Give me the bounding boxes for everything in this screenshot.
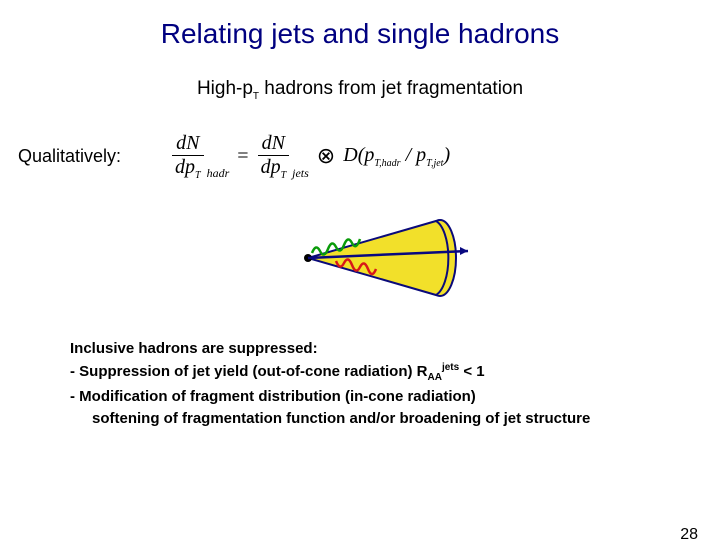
page-number: 28 <box>680 526 698 544</box>
D: D <box>343 144 357 166</box>
p1: p <box>364 144 374 166</box>
bullet-1: - Suppression of jet yield (out-of-cone … <box>70 361 690 385</box>
equals: = <box>237 145 248 168</box>
frac-hadr-den-T: T <box>195 170 201 181</box>
frac-hadr-num: dN <box>172 132 203 156</box>
d-func: D(pT,hadr / pT,jet) <box>343 144 450 169</box>
b1-sub: AA <box>428 372 442 383</box>
frac-jets-den-dp: dp <box>261 156 281 178</box>
subtitle-pre: High-p <box>197 78 253 99</box>
frac-jets: dN dpT jets <box>257 132 309 181</box>
slide-title: Relating jets and single hadrons <box>0 18 720 50</box>
b1-pre: - Suppression of jet yield (out-of-cone … <box>70 363 428 380</box>
frac-hadr-sub: hadr <box>207 166 230 181</box>
frac-hadr: dN dpT hadr <box>171 132 229 181</box>
bullet-2b: softening of fragmentation function and/… <box>70 409 690 429</box>
formula: dN dpT hadr = dN dpT jets ⊗ D(pT,hadr / … <box>171 132 450 181</box>
slide-subtitle: High-pT hadrons from jet fragmentation <box>0 78 720 102</box>
bullets-lead: Inclusive hadrons are suppressed: <box>70 339 690 359</box>
frac-hadr-den-dp: dp <box>175 156 195 178</box>
rparen: ) <box>443 144 450 166</box>
b2: - Modification of fragment distribution … <box>70 388 476 405</box>
p2: p <box>416 144 426 166</box>
bullets-block: Inclusive hadrons are suppressed: - Supp… <box>0 339 720 429</box>
Thadr: T,hadr <box>374 158 400 169</box>
Tjet: T,jet <box>426 158 443 169</box>
bullet-2: - Modification of fragment distribution … <box>70 387 690 407</box>
otimes: ⊗ <box>317 143 335 169</box>
qualitative-row: Qualitatively: dN dpT hadr = dN dpT jets… <box>0 132 720 181</box>
b2b: softening of fragmentation function and/… <box>92 410 590 427</box>
frac-jets-num: dN <box>258 132 289 156</box>
b1-sup: jets <box>442 362 459 373</box>
slash: / <box>401 144 417 166</box>
jet-cone-diagram <box>240 203 480 313</box>
qualitatively-label: Qualitatively: <box>18 146 121 167</box>
subtitle-post: hadrons from jet fragmentation <box>259 78 523 99</box>
b1-post: < 1 <box>459 363 484 380</box>
frac-jets-den-T: T <box>281 170 287 181</box>
frac-jets-sub: jets <box>292 166 309 181</box>
